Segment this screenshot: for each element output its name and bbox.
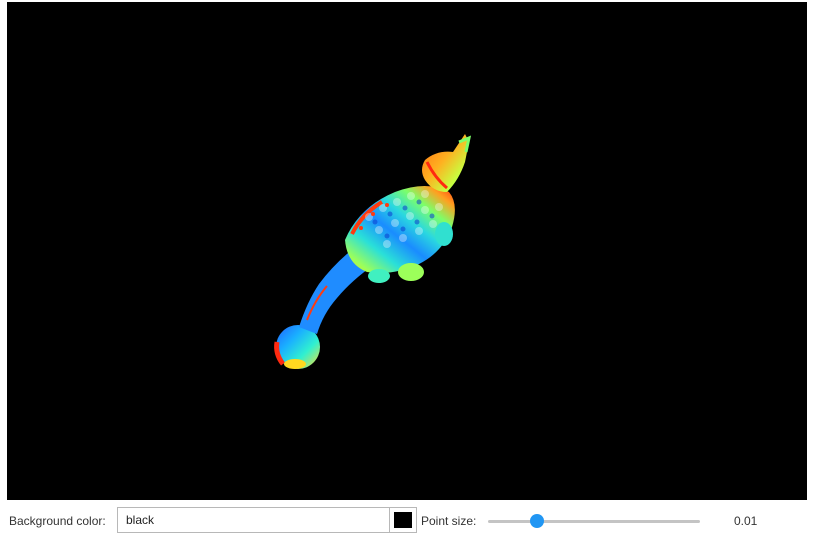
point-cloud-viewport[interactable] xyxy=(7,2,807,500)
point-size-label: Point size: xyxy=(421,514,477,528)
slider-track[interactable] xyxy=(488,520,700,523)
background-color-label: Background color: xyxy=(9,514,106,528)
background-color-picker[interactable] xyxy=(389,507,417,533)
background-color-input[interactable] xyxy=(117,507,389,533)
point-size-slider[interactable] xyxy=(488,513,700,529)
color-swatch xyxy=(394,512,412,528)
point-size-value: 0.01 xyxy=(734,514,758,528)
point-cloud-icon xyxy=(274,134,472,369)
slider-thumb[interactable] xyxy=(530,514,544,528)
viewer-controls: Background color: Point size: 0.01 xyxy=(0,500,817,549)
